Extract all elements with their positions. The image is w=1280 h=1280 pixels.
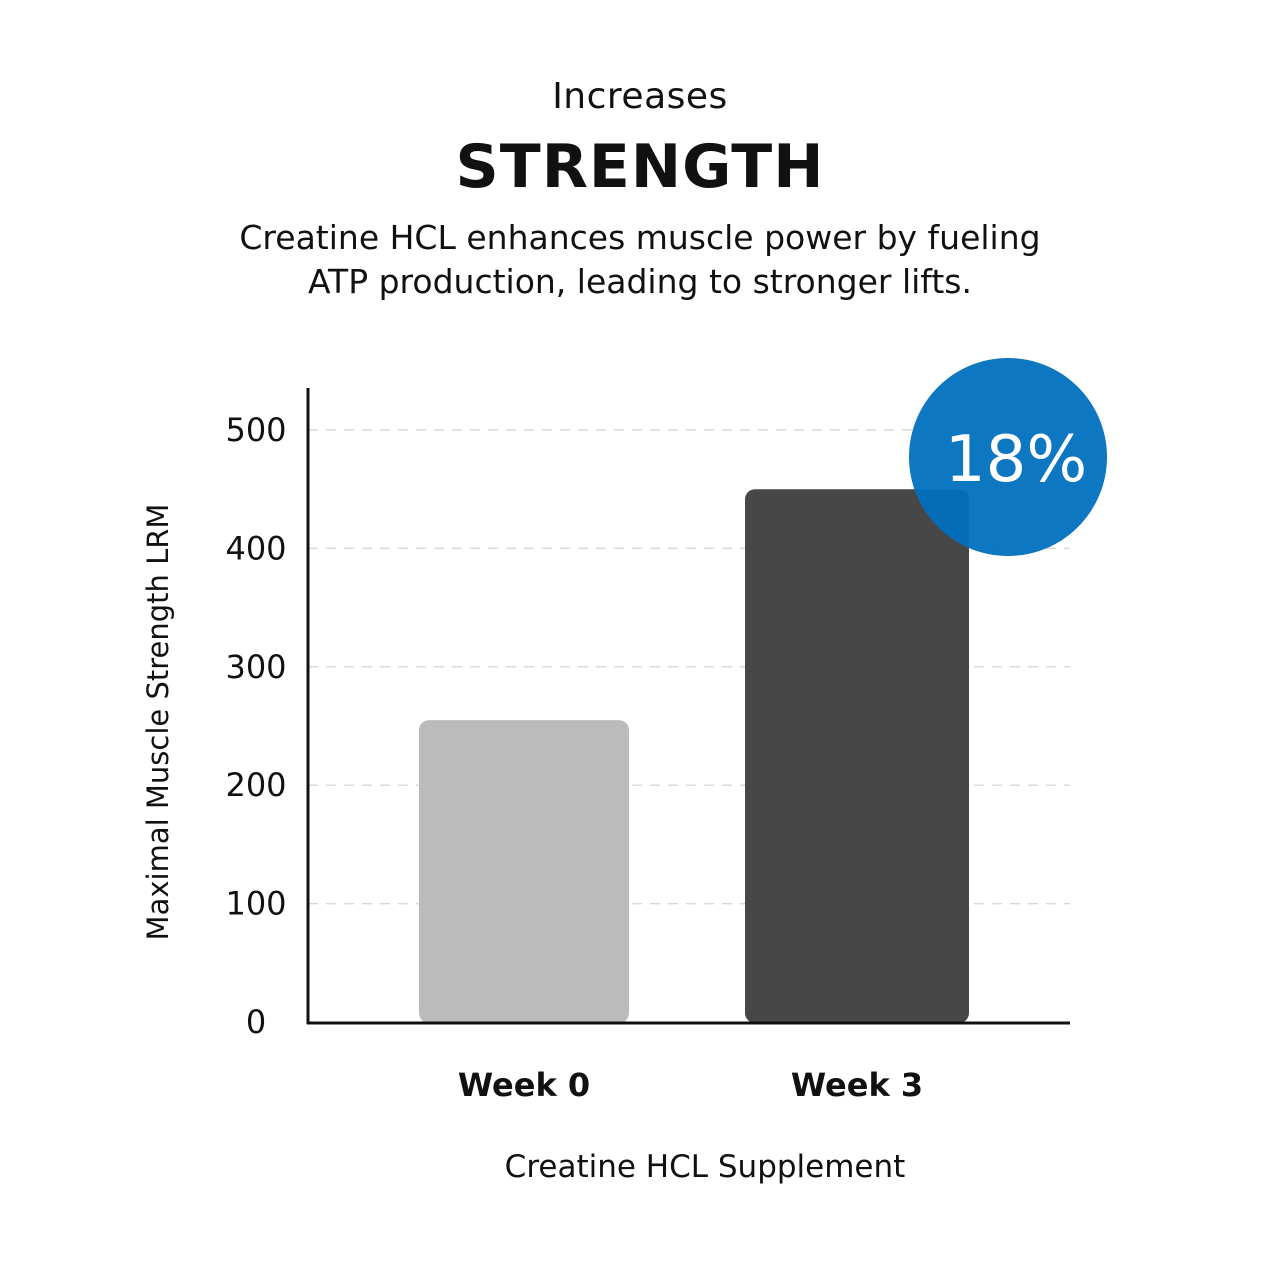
- y-tick-label: 100: [225, 885, 286, 923]
- description-line-2: ATP production, leading to stronger lift…: [308, 262, 972, 301]
- percent-badge-text: 18%: [945, 423, 1087, 497]
- y-axis-title: Maximal Muscle Strength LRM: [141, 504, 175, 941]
- y-tick-label: 300: [225, 648, 286, 686]
- bar-week-0: [419, 720, 629, 1023]
- eyebrow-text: Increases: [552, 76, 728, 117]
- y-tick-label: 500: [225, 411, 286, 449]
- headline-text: STRENGTH: [455, 132, 825, 202]
- x-category-label: Week 3: [791, 1066, 923, 1104]
- x-axis-title: Creatine HCL Supplement: [505, 1149, 906, 1185]
- percent-badge: [909, 358, 1107, 556]
- bar-week-3: [745, 489, 969, 1023]
- y-tick-label: 200: [225, 766, 286, 804]
- x-category-label: Week 0: [458, 1066, 590, 1104]
- description-line-1: Creatine HCL enhances muscle power by fu…: [239, 218, 1041, 257]
- description-text: Creatine HCL enhances muscle power by fu…: [0, 216, 1280, 304]
- y-tick-label: 0: [246, 1003, 266, 1041]
- y-tick-label: 400: [225, 529, 286, 567]
